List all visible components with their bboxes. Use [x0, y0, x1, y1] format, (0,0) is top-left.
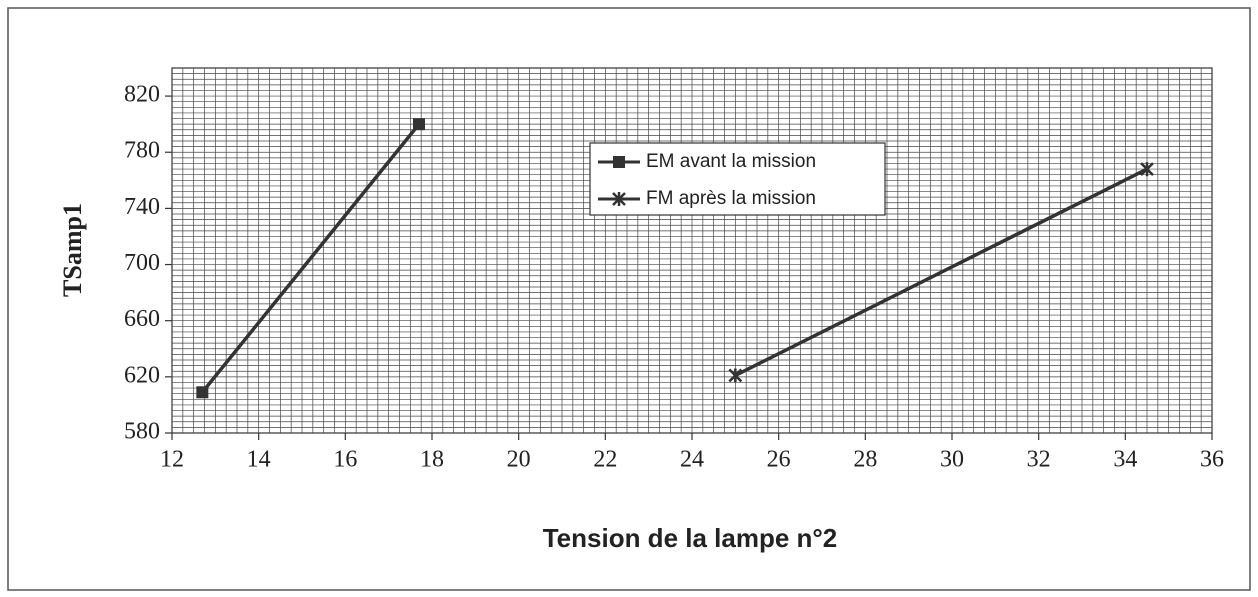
marker — [1140, 162, 1154, 177]
x-tick-label: 18 — [420, 447, 444, 473]
x-tick-label: 14 — [247, 447, 271, 473]
legend-label: FM après la mission — [646, 188, 816, 209]
x-tick-label: 28 — [853, 447, 877, 473]
x-tick-label: 12 — [160, 447, 184, 473]
x-tick-label: 34 — [1113, 447, 1137, 473]
y-tick-label: 580 — [124, 419, 160, 445]
x-tick-label: 24 — [680, 447, 704, 473]
y-tick-label: 820 — [124, 82, 160, 108]
legend-box — [589, 142, 886, 216]
marker — [728, 368, 743, 383]
series-line — [734, 167, 1148, 378]
x-tick-label: 16 — [333, 447, 357, 473]
x-tick-label: 32 — [1027, 447, 1051, 473]
marker — [196, 386, 209, 399]
chart-border — [7, 7, 1251, 591]
x-tick-label: 36 — [1200, 447, 1224, 473]
x-tick-label: 30 — [940, 447, 964, 473]
x-axis-label: Tension de la lampe n°2 — [543, 523, 838, 553]
x-tick-label: 26 — [767, 447, 791, 473]
legend: EM avant la mission FM après la mission — [589, 142, 886, 216]
marker — [413, 118, 425, 131]
y-tick-label: 620 — [124, 362, 160, 388]
y-tick-label: 700 — [124, 250, 160, 276]
x-tick-label: 20 — [507, 447, 531, 473]
y-tick-label: 780 — [124, 138, 160, 164]
legend-label: EM avant la mission — [646, 151, 816, 172]
y-tick-label: 660 — [124, 306, 160, 332]
legend-marker — [613, 156, 625, 168]
y-axis-label: TSamp1 — [58, 203, 87, 297]
series-line — [200, 123, 421, 394]
legend-marker — [612, 192, 626, 206]
y-tick-label: 740 — [124, 194, 160, 220]
x-tick-label: 22 — [593, 447, 617, 473]
